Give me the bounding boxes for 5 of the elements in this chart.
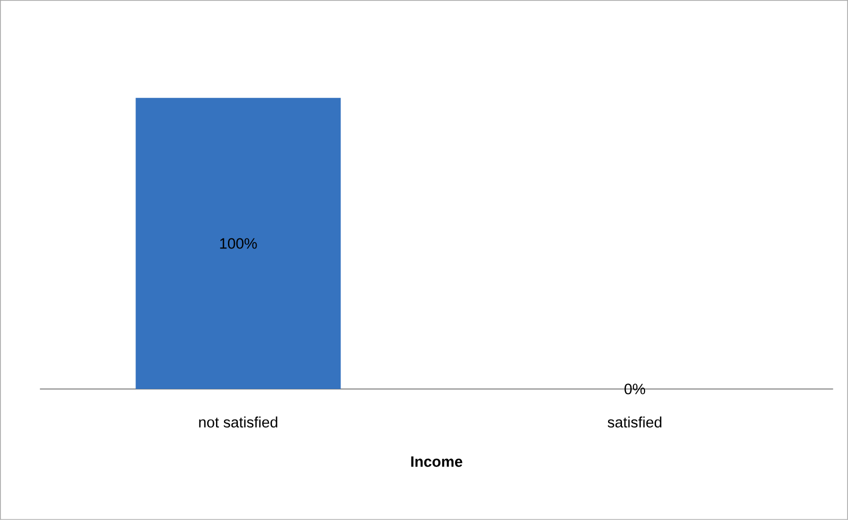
data-label: 0% <box>624 384 646 394</box>
x-tick-label: not satisfied <box>199 416 278 428</box>
x-axis-title: Income <box>411 456 462 467</box>
x-tick-label: satisfied <box>608 416 662 428</box>
data-label: 100% <box>220 238 257 249</box>
